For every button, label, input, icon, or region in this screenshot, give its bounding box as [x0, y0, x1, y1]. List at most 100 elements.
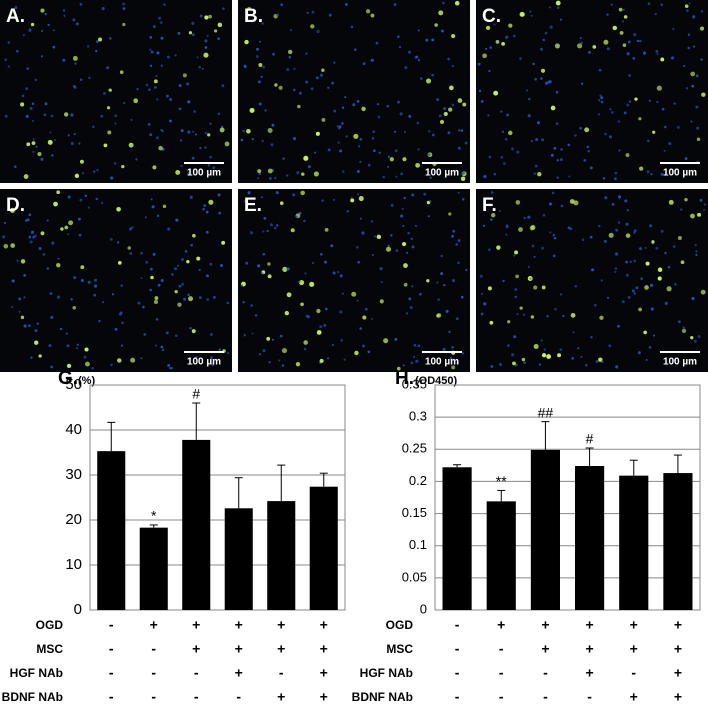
cell: [38, 354, 42, 358]
cell: [632, 57, 636, 60]
cell: [642, 51, 646, 55]
cell: [530, 14, 533, 17]
cell: [196, 56, 199, 59]
cell: [403, 282, 408, 287]
cell: [251, 137, 255, 141]
cell: [635, 286, 639, 290]
cell: [33, 234, 37, 238]
cell: [333, 61, 336, 64]
cell: [448, 330, 451, 334]
cell: [279, 334, 283, 338]
cell: [550, 105, 556, 111]
cell: [53, 201, 58, 207]
cell: [339, 310, 343, 314]
cell: [150, 50, 154, 54]
cell: [653, 334, 656, 337]
cell: [204, 39, 208, 43]
cell: [696, 137, 701, 141]
cell: [189, 326, 192, 330]
cell: [478, 89, 482, 93]
cell: [389, 157, 394, 162]
cell: [606, 296, 610, 299]
cell: [88, 76, 91, 80]
cell: [205, 210, 209, 214]
cell: [160, 279, 164, 282]
cell: [298, 280, 301, 283]
cell: [394, 149, 398, 153]
cell: [28, 235, 32, 239]
cell: [77, 217, 81, 221]
cell: [523, 361, 526, 364]
condition-sign: +: [674, 641, 682, 657]
cell: [362, 315, 367, 320]
cell: [546, 315, 549, 318]
cell: [606, 13, 609, 16]
cell: [428, 200, 432, 203]
cell: [303, 340, 308, 345]
condition-sign: +: [320, 665, 328, 681]
cell: [21, 94, 25, 98]
cell: [695, 74, 699, 78]
cell: [588, 50, 591, 54]
cell: [198, 268, 201, 272]
cell: [3, 243, 9, 249]
y-tick-label: 0.15: [402, 505, 427, 520]
cell: [315, 131, 320, 136]
cell: [628, 74, 631, 77]
condition-sign: -: [236, 689, 241, 705]
cell: [511, 353, 515, 357]
cell: [11, 305, 14, 309]
cell: [76, 343, 80, 346]
cell: [186, 259, 190, 264]
cell: [643, 330, 647, 335]
cell: [529, 10, 532, 13]
cell: [649, 283, 654, 287]
cell: [29, 240, 33, 244]
cell: [518, 227, 523, 232]
cell: [319, 358, 324, 363]
cell: [660, 57, 665, 62]
cell: [670, 56, 675, 60]
cell: [569, 227, 573, 231]
cell: [436, 281, 439, 284]
cell: [357, 193, 360, 196]
cell: [7, 65, 11, 68]
cell: [514, 288, 518, 291]
cell: [158, 145, 163, 151]
cell: [646, 170, 650, 174]
cell: [80, 278, 84, 282]
cell: [149, 64, 153, 68]
cell: [614, 270, 617, 274]
cell: [330, 244, 334, 248]
cell: [25, 219, 28, 222]
cell: [79, 159, 84, 164]
cell: [70, 113, 74, 117]
cell: [258, 40, 262, 43]
cell: [626, 273, 629, 277]
cell: [402, 224, 405, 227]
cell: [587, 150, 590, 153]
cell: [425, 78, 432, 84]
cell: [449, 357, 453, 360]
cell: [306, 11, 309, 15]
cell: [174, 290, 178, 294]
cell: [174, 54, 177, 57]
cell: [603, 239, 607, 243]
cell: [382, 176, 385, 179]
cell: [180, 164, 183, 168]
condition-sign: +: [497, 617, 505, 633]
cell: [687, 33, 691, 36]
cell: [108, 88, 112, 92]
cell: [617, 221, 621, 224]
cell: [614, 267, 618, 270]
cell: [160, 64, 163, 67]
cell: [95, 40, 99, 44]
cell: [332, 198, 335, 201]
cell: [175, 218, 179, 222]
cell: [47, 139, 53, 145]
cell: [549, 231, 552, 234]
cell: [262, 230, 265, 233]
cell: [359, 160, 362, 163]
cell: [162, 204, 167, 209]
condition-sign: +: [150, 617, 158, 633]
